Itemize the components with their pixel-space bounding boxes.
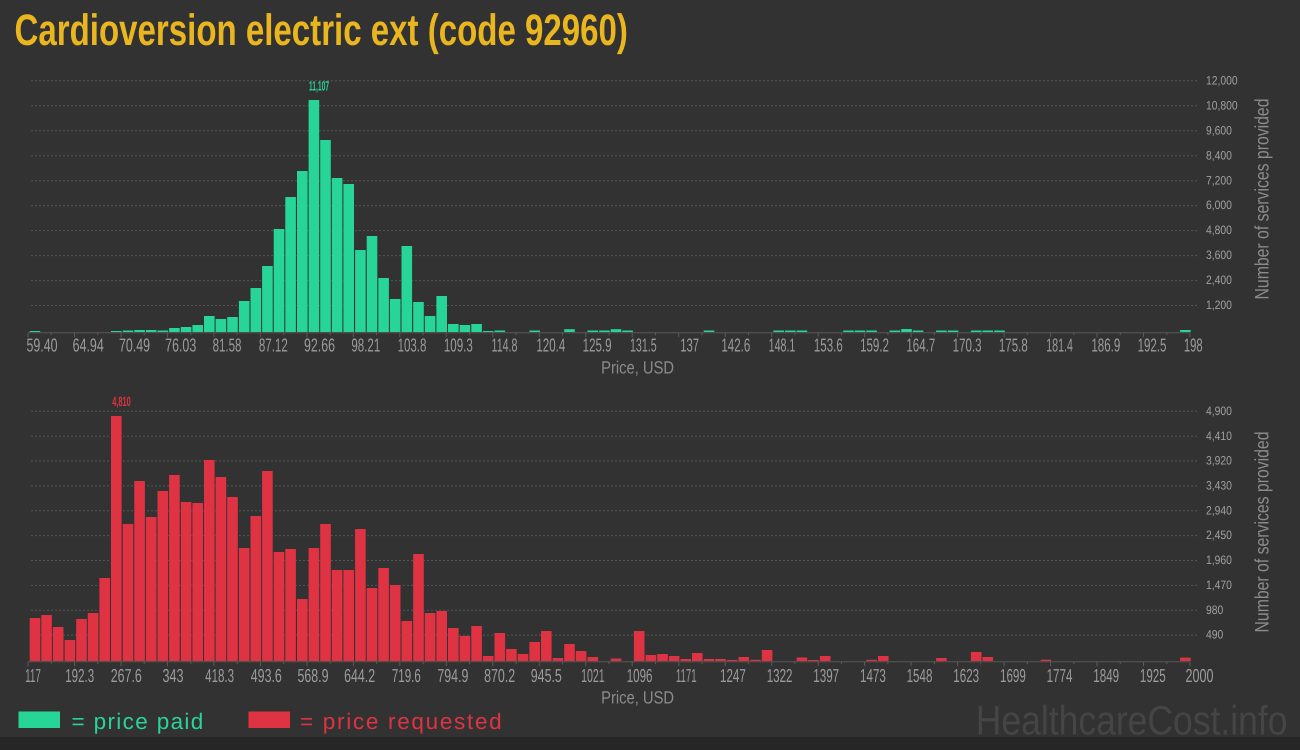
svg-text:59.40: 59.40: [26, 334, 57, 355]
svg-text:170.3: 170.3: [953, 334, 982, 355]
svg-text:186.9: 186.9: [1091, 334, 1120, 355]
svg-text:1397: 1397: [813, 665, 839, 686]
svg-text:87.12: 87.12: [259, 334, 288, 355]
svg-text:98.21: 98.21: [351, 334, 380, 355]
svg-text:103.8: 103.8: [398, 334, 427, 355]
svg-text:Price, USD: Price, USD: [601, 357, 674, 377]
svg-text:1096: 1096: [627, 665, 653, 686]
svg-text:Price, USD: Price, USD: [601, 687, 674, 707]
svg-text:490: 490: [1206, 628, 1223, 642]
svg-text:343: 343: [162, 665, 183, 686]
svg-text:1925: 1925: [1140, 665, 1166, 686]
svg-text:568.9: 568.9: [297, 665, 328, 686]
svg-text:267.6: 267.6: [111, 665, 142, 686]
svg-text:4,800: 4,800: [1206, 223, 1232, 237]
svg-text:= price paid: = price paid: [72, 709, 205, 734]
svg-text:137: 137: [680, 334, 699, 355]
svg-text:3,600: 3,600: [1206, 248, 1232, 262]
svg-text:11,107: 11,107: [309, 79, 329, 94]
svg-text:131.5: 131.5: [630, 334, 657, 355]
svg-text:1,200: 1,200: [1206, 298, 1232, 312]
svg-text:10,800: 10,800: [1206, 98, 1238, 112]
svg-text:198: 198: [1184, 334, 1203, 355]
svg-text:HealthcareCost.info: HealthcareCost.info: [976, 697, 1288, 743]
svg-text:3,920: 3,920: [1206, 454, 1232, 468]
svg-text:92.66: 92.66: [304, 334, 335, 355]
svg-text:7,200: 7,200: [1206, 173, 1232, 187]
svg-text:1247: 1247: [720, 665, 746, 686]
svg-text:1849: 1849: [1093, 665, 1119, 686]
svg-text:148.1: 148.1: [769, 334, 796, 355]
svg-text:81.58: 81.58: [213, 334, 242, 355]
svg-text:Number of services provided: Number of services provided: [1251, 98, 1273, 299]
svg-text:175.8: 175.8: [999, 334, 1028, 355]
svg-text:1473: 1473: [860, 665, 886, 686]
svg-text:945.5: 945.5: [531, 665, 562, 686]
svg-text:109.3: 109.3: [444, 334, 473, 355]
svg-text:164.7: 164.7: [906, 334, 935, 355]
svg-text:64.94: 64.94: [73, 334, 104, 355]
svg-text:2,450: 2,450: [1206, 528, 1232, 542]
svg-text:120.4: 120.4: [536, 334, 565, 355]
svg-text:418.3: 418.3: [205, 665, 234, 686]
svg-text:Cardioversion electric ext (co: Cardioversion electric ext (code 92960): [15, 6, 628, 55]
svg-text:192.5: 192.5: [1138, 334, 1167, 355]
svg-text:153.6: 153.6: [814, 334, 843, 355]
svg-text:4,410: 4,410: [1206, 429, 1232, 443]
svg-text:1699: 1699: [1000, 665, 1026, 686]
svg-text:2,940: 2,940: [1206, 503, 1232, 517]
svg-text:= price requested: = price requested: [300, 709, 503, 734]
svg-text:1548: 1548: [907, 665, 933, 686]
svg-text:794.9: 794.9: [437, 665, 468, 686]
svg-text:870.2: 870.2: [484, 665, 515, 686]
svg-text:1774: 1774: [1047, 665, 1073, 686]
svg-text:125.9: 125.9: [583, 334, 612, 355]
svg-text:2000: 2000: [1186, 665, 1214, 686]
svg-text:181.4: 181.4: [1046, 334, 1073, 355]
svg-text:70.49: 70.49: [119, 334, 150, 355]
svg-text:3,430: 3,430: [1206, 479, 1232, 493]
svg-text:142.6: 142.6: [721, 334, 750, 355]
svg-text:1322: 1322: [767, 665, 793, 686]
svg-text:159.2: 159.2: [860, 334, 889, 355]
svg-text:493.6: 493.6: [251, 665, 282, 686]
svg-text:8,400: 8,400: [1206, 148, 1232, 162]
svg-text:6,000: 6,000: [1206, 198, 1232, 212]
svg-text:1,960: 1,960: [1206, 553, 1232, 567]
svg-text:1021: 1021: [581, 665, 605, 686]
svg-text:1,470: 1,470: [1206, 578, 1232, 592]
svg-text:2,400: 2,400: [1206, 273, 1232, 287]
svg-text:12,000: 12,000: [1206, 73, 1238, 87]
svg-text:192.3: 192.3: [65, 665, 94, 686]
svg-text:4,810: 4,810: [112, 394, 131, 409]
svg-text:719.6: 719.6: [392, 665, 421, 686]
svg-text:Number of services provided: Number of services provided: [1251, 431, 1273, 632]
svg-text:1623: 1623: [953, 665, 979, 686]
svg-text:117: 117: [25, 665, 41, 686]
svg-text:4,900: 4,900: [1206, 404, 1232, 418]
svg-text:644.2: 644.2: [344, 665, 375, 686]
svg-text:980: 980: [1206, 603, 1223, 617]
svg-text:1171: 1171: [676, 665, 697, 686]
svg-text:76.03: 76.03: [165, 334, 196, 355]
svg-text:9,600: 9,600: [1206, 123, 1232, 137]
svg-text:114.8: 114.8: [492, 334, 518, 355]
